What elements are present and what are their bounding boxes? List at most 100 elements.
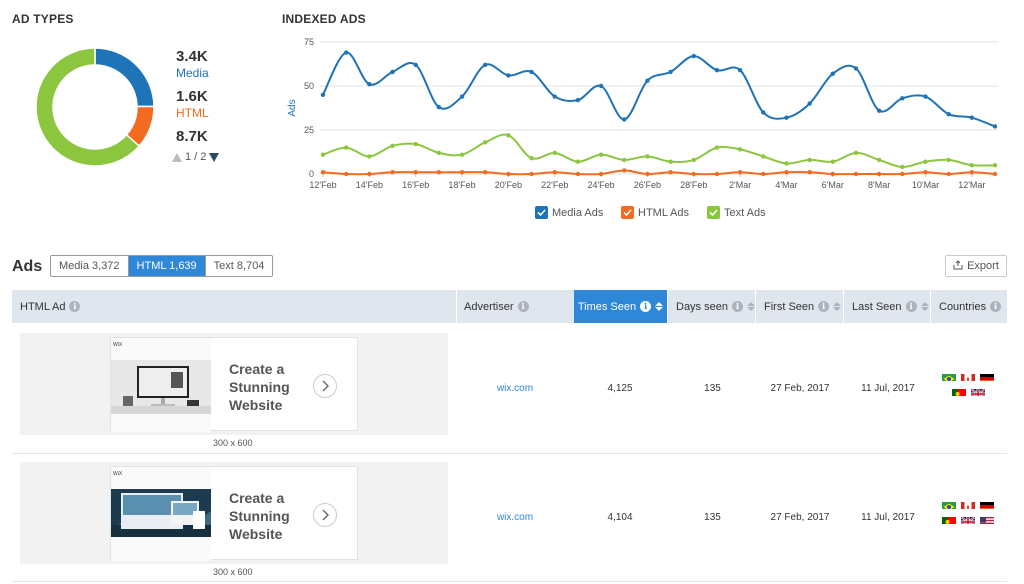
- series-html-ads-point[interactable]: [761, 171, 766, 177]
- legend-media-ads[interactable]: Media Ads: [535, 206, 603, 219]
- series-html-ads-point[interactable]: [459, 170, 465, 175]
- series-media-ads-point[interactable]: [529, 69, 534, 75]
- info-icon[interactable]: i: [517, 301, 529, 312]
- col-last-seen[interactable]: Last Seen i: [852, 290, 929, 323]
- series-text-ads-point[interactable]: [598, 152, 604, 157]
- checkbox-icon[interactable]: [707, 206, 720, 219]
- series-html-ads-point[interactable]: [830, 171, 835, 177]
- ad-preview[interactable]: WiX Create a Stunning Website: [20, 333, 448, 435]
- series-html-ads-point[interactable]: [714, 171, 720, 177]
- series-html-ads-point[interactable]: [992, 171, 998, 177]
- series-html-ads-point[interactable]: [575, 171, 581, 177]
- series-media-ads-line[interactable]: [322, 51, 996, 128]
- series-text-ads-point[interactable]: [946, 157, 951, 163]
- series-html-ads-point[interactable]: [552, 170, 557, 175]
- series-text-ads-point[interactable]: [830, 159, 835, 164]
- series-media-ads-point[interactable]: [483, 62, 488, 68]
- col-days-seen[interactable]: Days seen i: [676, 290, 755, 323]
- info-icon[interactable]: i: [818, 301, 830, 312]
- series-text-ads-point[interactable]: [900, 164, 905, 170]
- series-media-ads-point[interactable]: [969, 115, 975, 120]
- series-html-ads-point[interactable]: [784, 170, 789, 175]
- advertiser-link[interactable]: wix.com: [496, 383, 534, 394]
- series-media-ads-point[interactable]: [807, 101, 812, 106]
- series-media-ads-point[interactable]: [390, 69, 395, 75]
- series-html-ads-point[interactable]: [436, 170, 442, 175]
- series-html-ads-point[interactable]: [367, 171, 372, 177]
- ad-creative[interactable]: WiX Create a Stunning Website: [110, 466, 358, 561]
- next-arrow-icon[interactable]: [209, 152, 220, 162]
- series-media-ads-point[interactable]: [436, 104, 442, 110]
- series-html-ads-point[interactable]: [876, 171, 882, 177]
- series-html-ads-point[interactable]: [343, 171, 349, 177]
- chevron-right-icon[interactable]: [313, 503, 337, 527]
- series-html-ads-point[interactable]: [598, 171, 604, 177]
- sort-icon[interactable]: [655, 302, 664, 311]
- series-media-ads-point[interactable]: [900, 96, 905, 101]
- col-first-seen[interactable]: First Seen i: [764, 290, 842, 323]
- info-icon[interactable]: i: [640, 301, 652, 312]
- previous-arrow-icon[interactable]: [172, 152, 182, 162]
- series-text-ads-point[interactable]: [761, 154, 766, 159]
- series-media-ads-point[interactable]: [714, 67, 720, 73]
- series-text-ads-point[interactable]: [343, 145, 349, 150]
- tab-text[interactable]: Text 8,704: [213, 260, 265, 272]
- series-text-ads-point[interactable]: [622, 157, 627, 163]
- col-advertiser[interactable]: Advertiser i: [464, 290, 529, 323]
- advertiser-link[interactable]: wix.com: [496, 512, 534, 523]
- sort-icon[interactable]: [746, 302, 755, 311]
- series-media-ads-point[interactable]: [923, 94, 928, 99]
- series-html-ads-point[interactable]: [737, 170, 743, 175]
- donut-slice-media[interactable]: [94, 47, 155, 108]
- series-text-ads-point[interactable]: [691, 157, 696, 163]
- info-icon[interactable]: i: [69, 301, 81, 312]
- series-text-ads-point[interactable]: [506, 133, 511, 138]
- series-text-ads-point[interactable]: [876, 157, 882, 163]
- series-text-ads-point[interactable]: [969, 163, 975, 168]
- series-text-ads-point[interactable]: [390, 143, 395, 149]
- series-media-ads-point[interactable]: [876, 108, 882, 113]
- series-media-ads-point[interactable]: [367, 82, 372, 87]
- series-media-ads-point[interactable]: [459, 94, 465, 99]
- series-html-ads-point[interactable]: [622, 168, 627, 173]
- series-html-ads-point[interactable]: [413, 170, 418, 175]
- series-text-ads-point[interactable]: [923, 159, 928, 164]
- indexed-ads-chart[interactable]: 0 25 50 75 Ads 12'Feb 14'Feb 16'Feb 18'Feb 20'Feb…: [278, 30, 1008, 200]
- series-html-ads-point[interactable]: [668, 170, 673, 175]
- series-text-ads-point[interactable]: [367, 154, 372, 159]
- ad-creative[interactable]: WiX Create a Stunning Website: [110, 337, 358, 432]
- series-media-ads-point[interactable]: [737, 67, 743, 73]
- legend-html-ads[interactable]: HTML Ads: [621, 206, 689, 219]
- series-media-ads-point[interactable]: [413, 62, 418, 68]
- series-media-ads-point[interactable]: [668, 69, 673, 75]
- series-html-ads-point[interactable]: [483, 170, 488, 175]
- sort-icon[interactable]: [920, 302, 929, 311]
- info-icon[interactable]: i: [905, 301, 917, 312]
- series-text-ads-point[interactable]: [784, 161, 789, 166]
- series-text-ads-point[interactable]: [413, 141, 418, 147]
- series-text-ads-point[interactable]: [575, 159, 581, 164]
- series-text-ads-point[interactable]: [807, 157, 812, 163]
- series-text-ads-point[interactable]: [459, 152, 465, 157]
- series-text-ads-point[interactable]: [483, 140, 488, 145]
- col-html-ad[interactable]: HTML Ad i: [20, 290, 81, 323]
- series-media-ads-point[interactable]: [320, 92, 326, 97]
- series-text-ads-point[interactable]: [668, 159, 673, 164]
- legend-text-ads[interactable]: Text Ads: [707, 206, 766, 219]
- series-media-ads-point[interactable]: [691, 53, 696, 59]
- series-text-ads-line[interactable]: [322, 133, 996, 168]
- series-text-ads-point[interactable]: [529, 155, 534, 161]
- series-html-ads-point[interactable]: [853, 171, 859, 177]
- info-icon[interactable]: i: [731, 301, 743, 312]
- series-media-ads-point[interactable]: [598, 83, 604, 89]
- series-html-ads-point[interactable]: [645, 171, 650, 177]
- tab-media[interactable]: Media 3,372: [51, 256, 129, 276]
- series-media-ads-point[interactable]: [343, 50, 349, 55]
- series-media-ads-point[interactable]: [552, 94, 557, 99]
- series-media-ads-point[interactable]: [645, 78, 650, 83]
- series-text-ads-point[interactable]: [320, 152, 326, 157]
- series-media-ads-point[interactable]: [761, 110, 766, 115]
- series-media-ads-point[interactable]: [506, 73, 511, 78]
- checkbox-icon[interactable]: [621, 206, 634, 219]
- col-times-seen[interactable]: Times Seen i: [574, 290, 667, 323]
